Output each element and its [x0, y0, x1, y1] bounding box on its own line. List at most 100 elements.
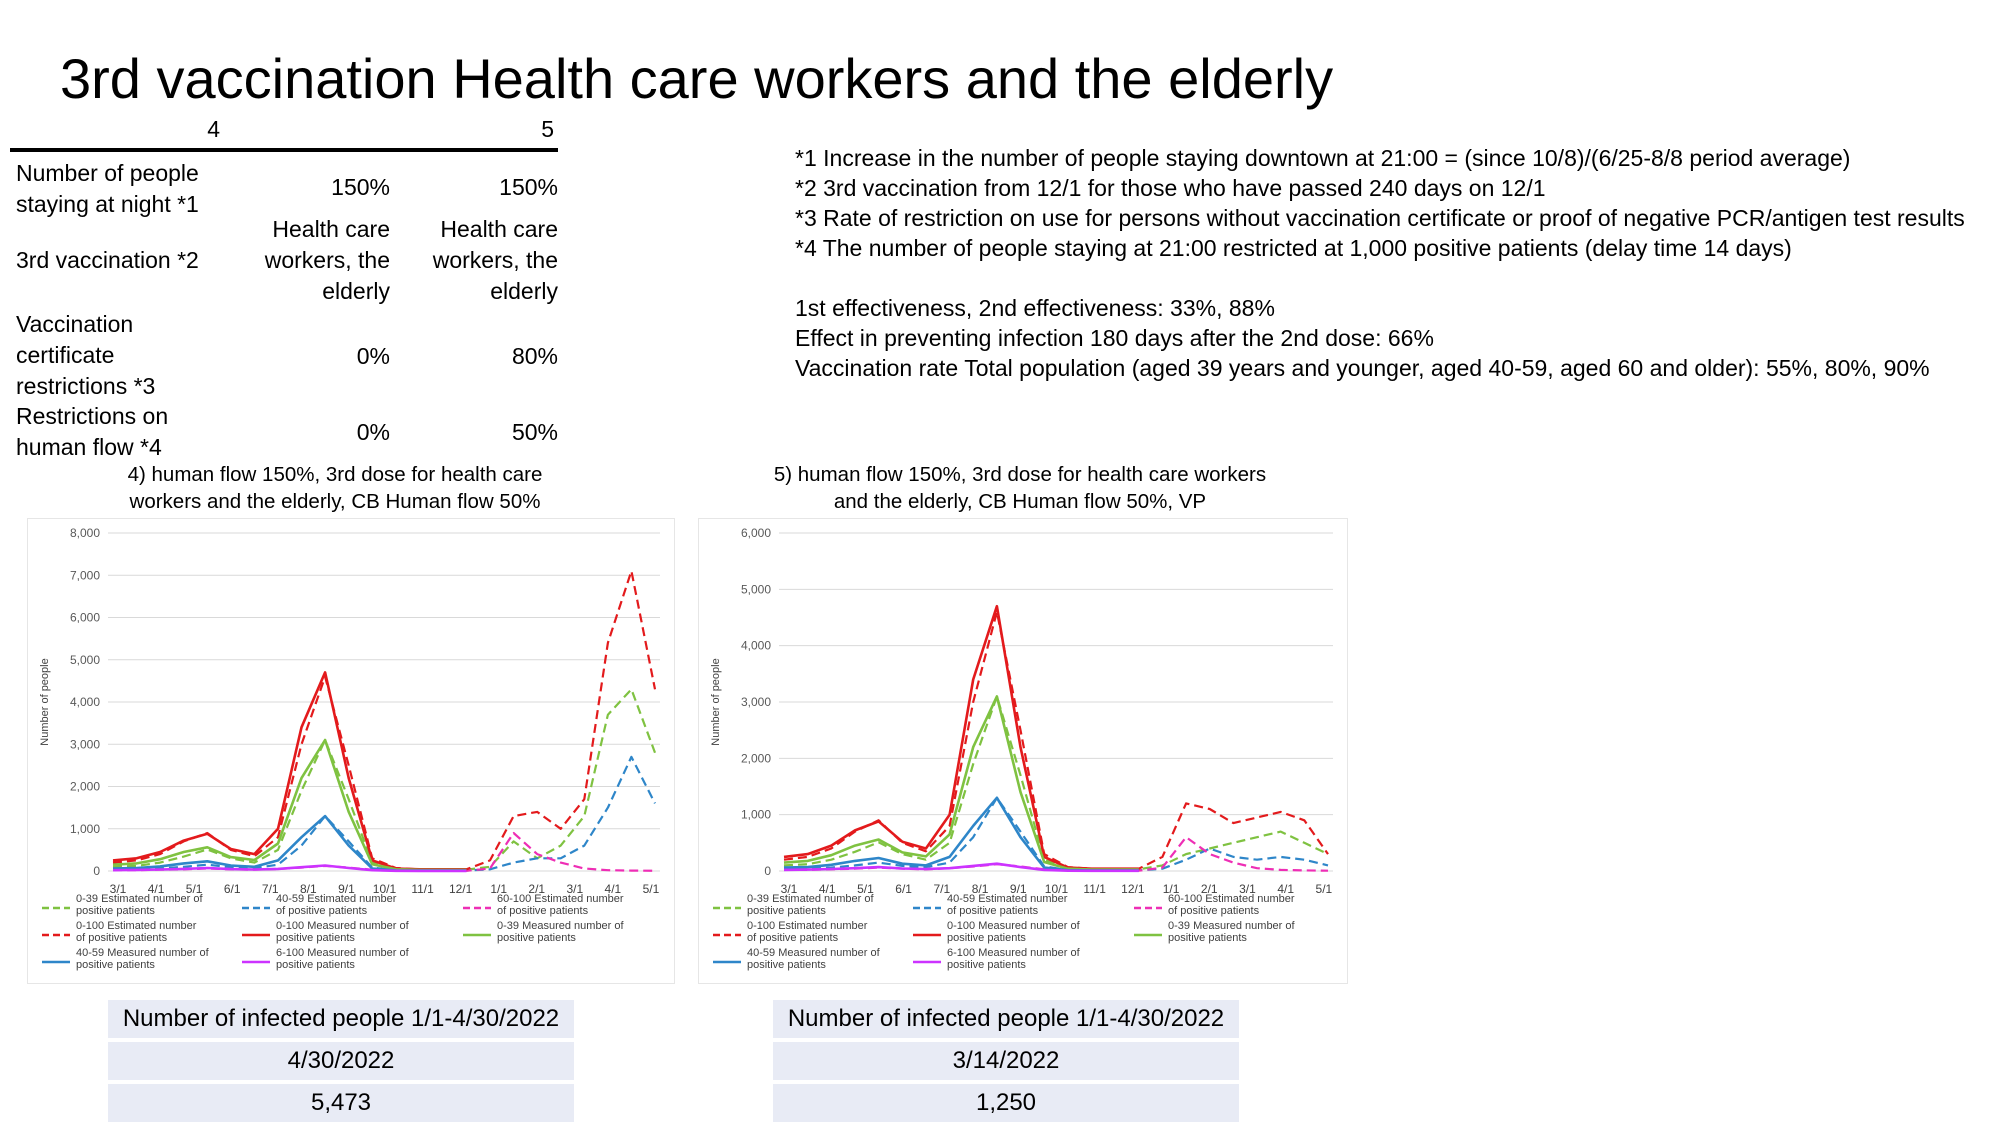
x-tick-label: 2/1: [528, 882, 545, 896]
chart-5: 0 1,000 2,000 3,000 4,000 5,000 6,000 Number of…: [710, 526, 1333, 971]
col-header-5: 5: [541, 116, 554, 142]
x-tick-label: 2/1: [1201, 882, 1218, 896]
x-tick-label: 5/1: [1316, 882, 1333, 896]
series-line: [783, 862, 1139, 873]
params-table: 4 5 Number of people staying at night *1…: [10, 114, 558, 465]
chart-title-5: 5) human flow 150%, 3rd dose for health …: [773, 463, 1267, 513]
x-tick-label: 4/1: [148, 882, 165, 896]
x-tick-label: 4/1: [819, 882, 836, 896]
y-tick-label: 6,000: [70, 611, 100, 625]
row-value-5: 50%: [511, 419, 558, 445]
note-vaccination-rate: Vaccination rate Total population (aged …: [795, 355, 1930, 381]
x-tick-label: 7/1: [933, 882, 950, 896]
row-label: Vaccination certificate restrictions *3: [16, 311, 156, 399]
notes: *1 Increase in the number of people stay…: [795, 143, 1975, 383]
infected-box-5: Number of infected people 1/1-4/30/2022 …: [773, 1000, 1239, 1126]
legend-label: 0-39 Estimated number of positive patient…: [747, 893, 875, 917]
row-label: 3rd vaccination *2: [16, 247, 199, 273]
legend-label: 0-39 Measured number of positive patients: [497, 920, 625, 944]
x-tick-label: 7/1: [262, 882, 279, 896]
x-tick-label: 8/1: [972, 882, 989, 896]
note-3: *3 Rate of restriction on use for person…: [795, 205, 1965, 231]
y-tick-label: 0: [93, 864, 100, 878]
y-tick-label: 7,000: [70, 568, 100, 582]
x-tick-label: 6/1: [224, 882, 241, 896]
x-tick-label: 8/1: [300, 882, 317, 896]
y-tick-label: 2,000: [741, 751, 771, 765]
y-tick-label: 1,000: [741, 808, 771, 822]
x-tick-label: 12/1: [1121, 882, 1145, 896]
x-tick-label: 9/1: [338, 882, 355, 896]
row-value-5: 150%: [499, 174, 558, 200]
legend-label: 40-59 Measured number of positive patient…: [747, 947, 881, 971]
legend-label: 0-100 Measured number of positive patient…: [947, 920, 1081, 944]
chart-title-4: 4) human flow 150%, 3rd dose for health …: [127, 463, 543, 513]
y-tick-label: 4,000: [70, 695, 100, 709]
x-tick-label: 3/1: [1239, 882, 1256, 896]
infected-header: Number of infected people 1/1-4/30/2022: [108, 1000, 574, 1038]
y-tick-label: 4,000: [741, 639, 771, 653]
page-title: 3rd vaccination Health care workers and …: [60, 47, 1334, 110]
y-tick-label: 2,000: [70, 780, 100, 794]
infected-date: 3/14/2022: [773, 1042, 1239, 1080]
row-value-4: 0%: [356, 343, 390, 369]
y-tick-label: 6,000: [741, 526, 771, 540]
x-tick-label: 3/1: [110, 882, 127, 896]
row-value-4: 150%: [331, 174, 390, 200]
y-axis-label: Number of people: [39, 658, 51, 745]
legend-label: 6-100 Measured number of positive patient…: [276, 947, 410, 971]
x-tick-label: 5/1: [643, 882, 660, 896]
note-effectiveness: 1st effectiveness, 2nd effectiveness: 33…: [795, 295, 1275, 321]
legend-label: 40-59 Estimated number of positive patien…: [947, 893, 1068, 917]
row-label: Restrictions on human flow *4: [16, 403, 169, 460]
legend-label: 6-100 Measured number of positive patient…: [947, 947, 1081, 971]
row-value-4: 0%: [356, 419, 390, 445]
legend-label: 0-100 Measured number of positive patient…: [276, 920, 410, 944]
x-tick-label: 4/1: [605, 882, 622, 896]
col-header-4: 4: [207, 116, 220, 142]
params-row: Restrictions on human flow *4 0% 50%: [10, 401, 558, 465]
infected-count: 5,473: [108, 1084, 574, 1122]
x-tick-label: 5/1: [186, 882, 203, 896]
x-tick-label: 10/1: [1045, 882, 1069, 896]
x-tick-label: 11/1: [411, 882, 434, 896]
x-tick-label: 11/1: [1083, 882, 1106, 896]
row-label: Number of people staying at night *1: [16, 160, 199, 217]
note-blank: [795, 263, 1975, 293]
legend-label: 0-100 Estimated number of positive patien…: [747, 920, 868, 944]
chart-4: 0 1,000 2,000 3,000 4,000 5,000 6,000 7,000 8,00…: [39, 526, 660, 971]
chart-panel-5: 0 1,000 2,000 3,000 4,000 5,000 6,000 Number of…: [698, 518, 1348, 984]
x-tick-label: 3/1: [781, 882, 798, 896]
legend-label: 0-100 Estimated number of positive patien…: [76, 920, 197, 944]
row-value-5: 80%: [511, 343, 558, 369]
x-tick-label: 12/1: [449, 882, 473, 896]
x-tick-label: 10/1: [373, 882, 397, 896]
y-tick-label: 0: [764, 864, 771, 878]
note-180-days: Effect in preventing infection 180 days …: [795, 325, 1434, 351]
legend-label: 0-39 Measured number of positive patients: [1168, 920, 1296, 944]
infected-box-4: Number of infected people 1/1-4/30/2022 …: [108, 1000, 574, 1126]
series-line: [112, 755, 656, 872]
params-header: 4 5: [10, 114, 558, 152]
params-row: 3rd vaccination *2 Health care workers, …: [10, 212, 558, 309]
infected-header: Number of infected people 1/1-4/30/2022: [773, 1000, 1239, 1038]
series-line: [112, 864, 467, 873]
x-tick-label: 1/1: [490, 882, 507, 896]
legend-label: 40-59 Estimated number of positive patien…: [276, 893, 397, 917]
y-tick-label: 3,000: [70, 737, 100, 751]
series-line: [783, 695, 1329, 871]
params-row: Number of people staying at night *1 150…: [10, 152, 558, 217]
x-tick-label: 1/1: [1163, 882, 1180, 896]
x-tick-label: 9/1: [1010, 882, 1027, 896]
series-line: [112, 688, 657, 871]
series-line: [783, 796, 1139, 872]
x-tick-label: 3/1: [566, 882, 583, 896]
note-1: *1 Increase in the number of people stay…: [795, 145, 1851, 171]
y-axis-label: Number of people: [710, 658, 722, 745]
legend-label: 60-100 Estimated number of positive patie…: [497, 893, 624, 917]
legend-label: 60-100 Estimated number of positive patie…: [1168, 893, 1295, 917]
series-line: [783, 610, 1329, 870]
series-line: [112, 569, 657, 871]
x-tick-label: 6/1: [895, 882, 912, 896]
y-tick-label: 5,000: [70, 653, 100, 667]
